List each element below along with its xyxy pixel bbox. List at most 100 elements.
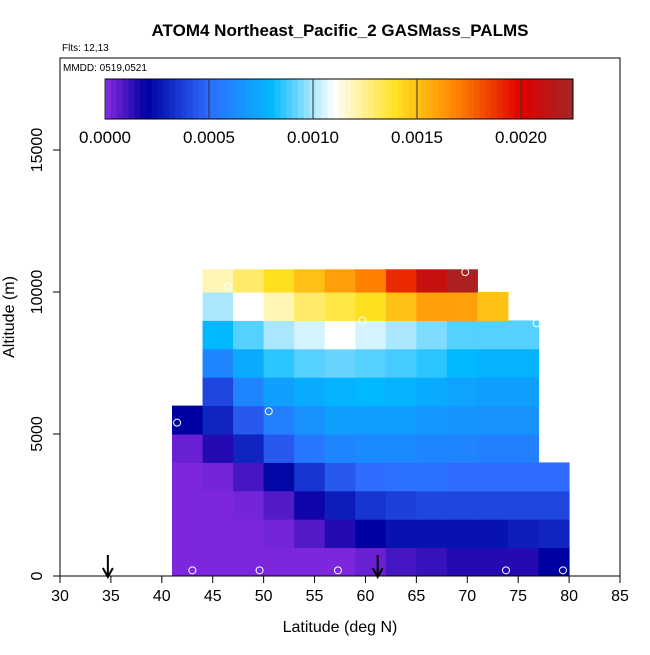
- heatmap-cell: [294, 490, 326, 520]
- heatmap-cell: [324, 269, 356, 293]
- heatmap-cell: [233, 462, 265, 492]
- heatmap-cell: [538, 462, 570, 492]
- plot-frame: [59, 57, 621, 577]
- heatmap-cell: [477, 519, 509, 549]
- colorbar-swatch: [397, 79, 404, 119]
- heatmap-cell: [355, 490, 387, 520]
- x-tick-label: 70: [458, 588, 476, 605]
- heatmap-cell: [172, 547, 204, 577]
- heatmap-cell: [263, 462, 295, 492]
- colorbar-swatch: [227, 79, 235, 119]
- colorbar-swatch: [461, 79, 469, 119]
- heatmap-cell: [446, 348, 478, 378]
- colorbar-swatch: [485, 79, 492, 119]
- colorbar-swatch: [555, 79, 562, 119]
- heatmap-cell: [294, 547, 326, 577]
- x-tick-label: 55: [306, 588, 324, 605]
- colorbar-swatch: [385, 79, 393, 119]
- colorbar-swatch: [303, 79, 311, 119]
- colorbar-swatch: [186, 79, 194, 119]
- colorbar-swatch: [362, 79, 369, 119]
- heatmap-cell: [172, 434, 204, 463]
- y-tick-label: 0: [29, 571, 46, 580]
- heatmap-cell: [294, 348, 326, 378]
- heatmap-cell: [385, 320, 417, 350]
- colorbar-swatch: [344, 79, 352, 119]
- heatmap-cell: [263, 269, 295, 293]
- arrow-head: [371, 567, 384, 580]
- colorbar-swatch: [508, 79, 515, 119]
- heatmap-cell: [508, 348, 540, 378]
- heatmap-cell: [477, 292, 509, 321]
- heatmap-cell: [233, 519, 265, 549]
- heatmap-cell: [477, 405, 509, 435]
- heatmap-cell: [324, 292, 356, 321]
- colorbar-swatch: [169, 79, 176, 119]
- heatmap-cell: [355, 405, 387, 435]
- heatmap-cell: [446, 462, 478, 492]
- heatmap-cell: [508, 405, 540, 435]
- heatmap-cell: [324, 405, 356, 435]
- colorbar-swatch: [520, 79, 527, 119]
- heatmap-cell: [263, 490, 295, 520]
- colorbar-swatch: [561, 79, 568, 119]
- annotation: MMDD: 0519,0521: [63, 63, 147, 74]
- heatmap-cell: [508, 490, 540, 520]
- colorbar-swatch: [514, 79, 521, 119]
- colorbar-swatch: [426, 79, 434, 119]
- colorbar-swatch: [292, 79, 299, 119]
- heatmap-cell: [294, 320, 326, 350]
- profile-point: [558, 566, 567, 575]
- colorbar-swatch: [415, 79, 422, 119]
- heatmap-cell: [172, 405, 204, 435]
- colorbar-swatch: [251, 79, 258, 119]
- x-tick-label: 45: [204, 588, 222, 605]
- heatmap-cell: [233, 405, 265, 435]
- chart-title: ATOM4 Northeast_Pacific_2 GASMass_PALMS: [152, 21, 529, 40]
- heatmap-cell: [416, 292, 448, 321]
- colorbar-swatch: [110, 79, 118, 119]
- colorbar-swatch: [350, 79, 358, 119]
- colorbar-swatch: [438, 79, 445, 119]
- colorbar-swatch: [379, 79, 387, 119]
- profile-point: [224, 282, 232, 291]
- colorbar-swatch: [157, 79, 164, 119]
- heatmap-cell: [446, 292, 478, 321]
- profile-point: [264, 407, 273, 416]
- heatmap-cell: [324, 434, 356, 463]
- heatmap-cell: [355, 348, 387, 378]
- colorbar-tick-label: 0.0005: [183, 128, 235, 147]
- heatmap-cell: [416, 348, 448, 378]
- profile-point: [358, 316, 367, 325]
- profile-point: [188, 566, 197, 575]
- heatmap-cell: [355, 547, 387, 577]
- heatmap-cell: [416, 519, 448, 549]
- colorbar-swatch: [151, 79, 159, 119]
- heatmap-cell: [202, 434, 234, 463]
- heatmap-cell: [538, 519, 570, 549]
- colorbar-swatch: [420, 79, 428, 119]
- heatmap-cell: [416, 547, 448, 577]
- y-tick-label: 5000: [29, 416, 46, 452]
- colorbar-swatch: [222, 79, 229, 119]
- profile-point: [255, 566, 264, 575]
- colorbar-swatch: [456, 79, 463, 119]
- heatmap-cell: [538, 490, 570, 520]
- heatmap-cell: [416, 405, 448, 435]
- heatmap-cell: [446, 269, 478, 293]
- heatmap-cell: [355, 434, 387, 463]
- colorbar-swatch: [532, 79, 539, 119]
- colorbar-swatch: [233, 79, 241, 119]
- x-tick-label: 35: [102, 588, 120, 605]
- colorbar-swatch: [496, 79, 504, 119]
- colorbar-swatch: [526, 79, 533, 119]
- heatmap-cell: [233, 377, 265, 407]
- colorbar-swatch: [262, 79, 270, 119]
- heatmap-cell: [508, 547, 540, 577]
- colorbar-swatch: [175, 79, 182, 119]
- colorbar-swatch: [374, 79, 381, 119]
- heatmap-cell: [324, 519, 356, 549]
- heatmap-cell: [202, 348, 234, 378]
- heatmap-cell: [202, 377, 234, 407]
